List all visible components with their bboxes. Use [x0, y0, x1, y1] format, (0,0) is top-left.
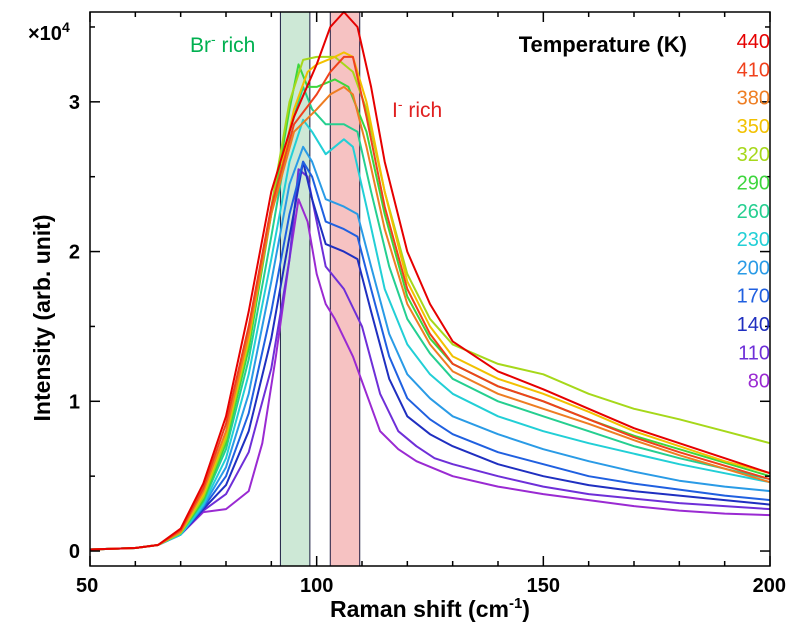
legend-item-260: 260	[737, 201, 770, 223]
legend-title: Temperature (K)	[519, 32, 687, 57]
y-axis-title: Intensity (arb. unit)	[29, 215, 55, 422]
legend: 440 410 380 350 320 290 260 230 200 170 140 110 80	[737, 31, 770, 393]
legend-item-170: 170	[737, 286, 770, 308]
series-line-350	[89, 51, 771, 551]
legend-item-350: 350	[737, 116, 770, 138]
y-tick-label: 0	[69, 541, 80, 563]
y-tick-label: 2	[69, 242, 80, 264]
x-tick-label: 200	[753, 575, 786, 597]
x-tick-label: 50	[76, 575, 98, 597]
legend-item-80: 80	[748, 371, 770, 393]
legend-item-200: 200	[737, 257, 770, 279]
legend-item-410: 410	[737, 59, 770, 81]
y-tick-label: 1	[69, 391, 80, 413]
series-line-230	[89, 118, 771, 551]
series-line-290	[89, 63, 771, 551]
x-axis-title: Raman shift (cm-1)	[330, 595, 530, 622]
x-tick-label: 150	[527, 575, 560, 597]
plot-frame	[89, 11, 771, 567]
series-line-170	[89, 160, 771, 551]
band-label-0: Br- rich	[190, 31, 255, 57]
legend-item-230: 230	[737, 229, 770, 251]
legend-item-380: 380	[737, 88, 770, 110]
series-line-410	[89, 55, 771, 551]
legend-item-320: 320	[737, 144, 770, 166]
series-line-320	[89, 55, 771, 551]
legend-item-110: 110	[738, 342, 770, 364]
legend-item-290: 290	[737, 173, 770, 195]
tick-layer: 50 100 150 200 0 1 2 3	[69, 12, 786, 597]
series-line-110	[89, 168, 771, 551]
y-multiplier-base: ×10	[28, 23, 62, 45]
series-line-380	[89, 85, 771, 551]
legend-item-440: 440	[737, 31, 770, 53]
series-layer	[89, 11, 771, 551]
legend-item-140: 140	[737, 314, 770, 336]
series-line-80	[89, 198, 771, 551]
y-multiplier-label: ×104	[28, 19, 70, 45]
x-tick-label: 100	[300, 575, 333, 597]
series-line-440	[89, 11, 771, 551]
band-label-1: I- rich	[392, 96, 442, 122]
band-annotations: Br- rich I- rich	[190, 31, 442, 122]
y-multiplier-exp: 4	[62, 19, 70, 35]
series-line-140	[89, 160, 771, 551]
y-tick-label: 3	[69, 92, 80, 114]
series-line-200	[89, 145, 771, 551]
